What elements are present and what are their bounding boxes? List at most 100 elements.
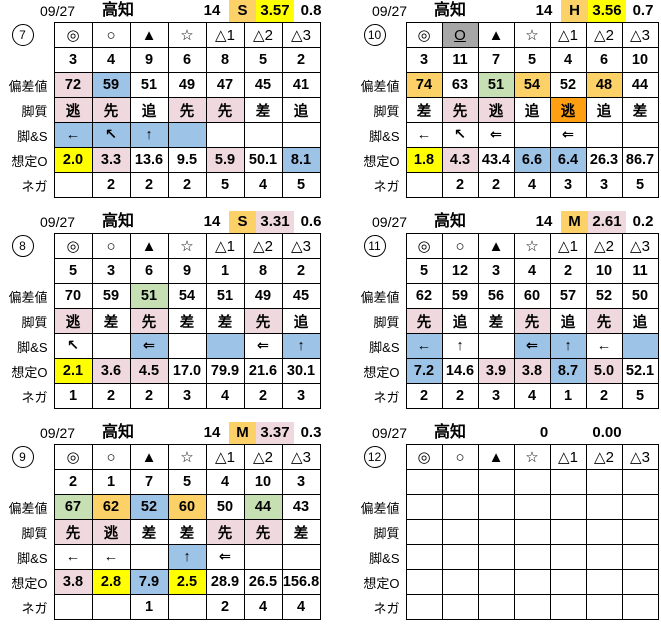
mark-cell[interactable]: ○: [441, 444, 479, 470]
deviation-cell[interactable]: 51: [129, 72, 169, 98]
expected-odds-cell[interactable]: 3.8: [53, 569, 93, 595]
leg-s-cell[interactable]: [205, 122, 245, 148]
leg-s-cell[interactable]: [585, 544, 623, 570]
deviation-cell[interactable]: 59: [91, 283, 131, 309]
deviation-cell[interactable]: 51: [129, 283, 169, 309]
horse-number-cell[interactable]: 12: [441, 258, 479, 284]
running-style-cell[interactable]: 追: [441, 308, 479, 334]
nega-cell[interactable]: 2: [441, 383, 479, 409]
running-style-cell[interactable]: 追: [281, 308, 321, 334]
mark-cell[interactable]: ▲: [129, 233, 169, 259]
mark-cell[interactable]: ☆: [513, 233, 551, 259]
expected-odds-cell[interactable]: [441, 569, 479, 595]
deviation-cell[interactable]: 44: [621, 72, 659, 98]
leg-s-cell[interactable]: [167, 122, 207, 148]
expected-odds-cell[interactable]: 30.1: [281, 358, 321, 384]
leg-s-cell[interactable]: [281, 122, 321, 148]
race-number[interactable]: 14: [535, 2, 553, 19]
expected-odds-cell[interactable]: [621, 569, 659, 595]
horse-number-cell[interactable]: [585, 469, 623, 495]
mark-cell[interactable]: ▲: [477, 233, 515, 259]
expected-odds-cell[interactable]: 21.6: [243, 358, 283, 384]
expected-odds-cell[interactable]: 8.1: [281, 147, 321, 173]
leg-s-cell[interactable]: [621, 544, 659, 570]
leg-s-cell[interactable]: [243, 544, 283, 570]
mark-cell[interactable]: ▲: [477, 444, 515, 470]
horse-number-cell[interactable]: 3: [477, 258, 515, 284]
mark-cell[interactable]: △3: [281, 233, 321, 259]
mark-cell[interactable]: △3: [281, 444, 321, 470]
deviation-cell[interactable]: 60: [167, 494, 207, 520]
deviation-cell[interactable]: 45: [281, 283, 321, 309]
deviation-cell[interactable]: 70: [53, 283, 93, 309]
mark-cell[interactable]: △1: [205, 444, 245, 470]
running-style-cell[interactable]: 差: [281, 519, 321, 545]
horse-number-cell[interactable]: 6: [585, 47, 623, 73]
running-style-cell[interactable]: 先: [205, 519, 245, 545]
expected-odds-cell[interactable]: 26.3: [585, 147, 623, 173]
expected-odds-cell[interactable]: [513, 569, 551, 595]
leg-s-cell[interactable]: ↑: [281, 333, 321, 359]
leg-s-cell[interactable]: ↑: [129, 122, 169, 148]
nega-cell[interactable]: 4: [513, 172, 551, 198]
mark-cell[interactable]: △1: [205, 233, 245, 259]
nega-cell[interactable]: [53, 594, 93, 620]
deviation-cell[interactable]: 49: [243, 283, 283, 309]
running-style-cell[interactable]: 先: [129, 308, 169, 334]
margin-value[interactable]: 0.3: [300, 424, 322, 441]
expected-odds-cell[interactable]: [549, 569, 587, 595]
expected-odds-cell[interactable]: 26.5: [243, 569, 283, 595]
deviation-cell[interactable]: 50: [621, 283, 659, 309]
odds-value[interactable]: 3.57: [256, 0, 294, 22]
horse-number-cell[interactable]: 10: [243, 469, 283, 495]
running-style-cell[interactable]: 逃: [549, 97, 587, 123]
running-style-cell[interactable]: 追: [281, 97, 321, 123]
odds-value[interactable]: 3.56: [588, 0, 626, 22]
running-style-cell[interactable]: 追: [621, 308, 659, 334]
expected-odds-cell[interactable]: 156.8: [281, 569, 321, 595]
nega-cell[interactable]: [477, 594, 515, 620]
nega-cell[interactable]: 2: [405, 383, 443, 409]
horse-number-cell[interactable]: 7: [129, 469, 169, 495]
mark-cell[interactable]: △2: [585, 444, 623, 470]
horse-number-cell[interactable]: [549, 469, 587, 495]
leg-s-cell[interactable]: ↑: [441, 333, 479, 359]
expected-odds-cell[interactable]: 6.6: [513, 147, 551, 173]
nega-cell[interactable]: 1: [53, 383, 93, 409]
odds-value[interactable]: 3.31: [256, 211, 294, 233]
leg-s-cell[interactable]: [441, 544, 479, 570]
leg-s-cell[interactable]: ←: [585, 333, 623, 359]
leg-s-cell[interactable]: [585, 122, 623, 148]
running-style-cell[interactable]: 先: [513, 308, 551, 334]
leg-s-cell[interactable]: [549, 544, 587, 570]
expected-odds-cell[interactable]: [585, 569, 623, 595]
expected-odds-cell[interactable]: 3.9: [477, 358, 515, 384]
deviation-cell[interactable]: 60: [513, 283, 551, 309]
horse-number-cell[interactable]: 9: [167, 258, 207, 284]
running-style-cell[interactable]: 差: [243, 97, 283, 123]
leg-s-cell[interactable]: ←: [405, 333, 443, 359]
running-style-cell[interactable]: 先: [243, 519, 283, 545]
mark-cell[interactable]: ☆: [167, 444, 207, 470]
running-style-cell[interactable]: [405, 519, 443, 545]
leg-s-cell[interactable]: ↖: [53, 333, 93, 359]
expected-odds-cell[interactable]: 7.9: [129, 569, 169, 595]
deviation-cell[interactable]: [477, 494, 515, 520]
deviation-cell[interactable]: 43: [281, 494, 321, 520]
leg-s-cell[interactable]: [205, 333, 245, 359]
nega-cell[interactable]: 2: [441, 172, 479, 198]
nega-cell[interactable]: [53, 172, 93, 198]
race-number[interactable]: 14: [203, 213, 221, 230]
nega-cell[interactable]: 2: [167, 172, 207, 198]
running-style-cell[interactable]: 逃: [53, 97, 93, 123]
horse-number-cell[interactable]: 5: [167, 469, 207, 495]
running-style-cell[interactable]: 先: [441, 97, 479, 123]
expected-odds-cell[interactable]: [405, 569, 443, 595]
mark-cell[interactable]: ◎: [405, 233, 443, 259]
expected-odds-cell[interactable]: 2.8: [91, 569, 131, 595]
expected-odds-cell[interactable]: [477, 569, 515, 595]
mark-cell[interactable]: ◎: [53, 444, 93, 470]
deviation-cell[interactable]: 59: [91, 72, 131, 98]
deviation-cell[interactable]: 52: [585, 283, 623, 309]
deviation-cell[interactable]: 63: [441, 72, 479, 98]
